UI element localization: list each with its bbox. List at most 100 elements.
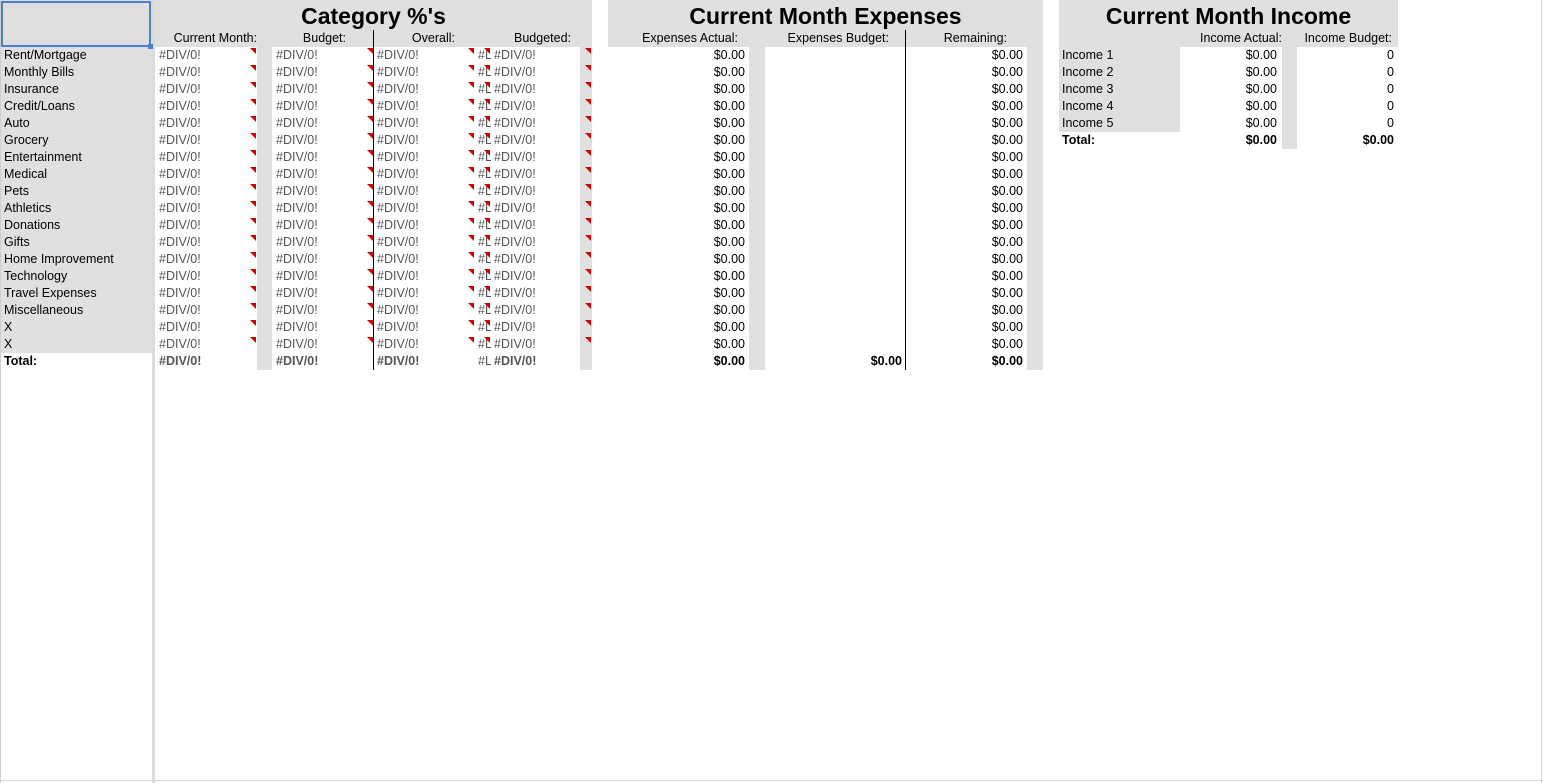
overall-pct[interactable]: #DIV/0! (377, 337, 419, 351)
budgeted-pct[interactable]: #DIV/0! (494, 201, 536, 215)
remaining[interactable]: $0.00 (991, 167, 1023, 181)
income-budget[interactable]: 0 (1387, 48, 1394, 62)
remaining[interactable]: $0.00 (991, 269, 1023, 283)
income-budget[interactable]: 0 (1387, 99, 1394, 113)
current-month-pct[interactable]: #DIV/0! (159, 320, 201, 334)
budget-pct[interactable]: #DIV/0! (276, 337, 318, 351)
total-current-month[interactable]: #DIV/0! (159, 354, 202, 368)
budget-pct[interactable]: #DIV/0! (276, 82, 318, 96)
budget-pct[interactable]: #DIV/0! (276, 99, 318, 113)
budget-pct[interactable]: #DIV/0! (276, 218, 318, 232)
remaining[interactable]: $0.00 (991, 184, 1023, 198)
remaining[interactable]: $0.00 (991, 201, 1023, 215)
expenses-actual[interactable]: $0.00 (713, 235, 745, 249)
income-actual[interactable]: $0.00 (1245, 99, 1277, 113)
overall-pct[interactable]: #DIV/0! (377, 184, 419, 198)
budgeted-pct[interactable]: #DIV/0! (494, 167, 536, 181)
overall-pct[interactable]: #DIV/0! (377, 65, 419, 79)
overall-pct[interactable]: #DIV/0! (377, 116, 419, 130)
current-month-pct[interactable]: #DIV/0! (159, 184, 201, 198)
current-month-pct[interactable]: #DIV/0! (159, 167, 201, 181)
expenses-actual[interactable]: $0.00 (713, 286, 745, 300)
expenses-actual[interactable]: $0.00 (713, 303, 745, 317)
total-remaining[interactable]: $0.00 (991, 354, 1023, 368)
expenses-actual[interactable]: $0.00 (713, 201, 745, 215)
remaining[interactable]: $0.00 (991, 320, 1023, 334)
budget-pct[interactable]: #DIV/0! (276, 286, 318, 300)
budgeted-pct[interactable]: #DIV/0! (494, 269, 536, 283)
remaining[interactable]: $0.00 (991, 133, 1023, 147)
budget-pct[interactable]: #DIV/0! (276, 184, 318, 198)
budget-pct[interactable]: #DIV/0! (276, 303, 318, 317)
budgeted-pct[interactable]: #DIV/0! (494, 48, 536, 62)
overall-pct[interactable]: #DIV/0! (377, 167, 419, 181)
total-budget[interactable]: #DIV/0! (276, 354, 319, 368)
expenses-actual[interactable]: $0.00 (713, 133, 745, 147)
current-month-pct[interactable]: #DIV/0! (159, 337, 201, 351)
expenses-actual[interactable]: $0.00 (713, 82, 745, 96)
remaining[interactable]: $0.00 (991, 48, 1023, 62)
remaining[interactable]: $0.00 (991, 252, 1023, 266)
income-actual[interactable]: $0.00 (1245, 116, 1277, 130)
budget-pct[interactable]: #DIV/0! (276, 320, 318, 334)
current-month-pct[interactable]: #DIV/0! (159, 82, 201, 96)
remaining[interactable]: $0.00 (991, 286, 1023, 300)
budgeted-pct[interactable]: #DIV/0! (494, 286, 536, 300)
remaining[interactable]: $0.00 (991, 337, 1023, 351)
fill-handle[interactable] (148, 44, 153, 49)
overall-pct[interactable]: #DIV/0! (377, 133, 419, 147)
expenses-actual[interactable]: $0.00 (713, 116, 745, 130)
expenses-actual[interactable]: $0.00 (713, 99, 745, 113)
budget-pct[interactable]: #DIV/0! (276, 48, 318, 62)
current-month-pct[interactable]: #DIV/0! (159, 150, 201, 164)
overall-pct[interactable]: #DIV/0! (377, 320, 419, 334)
budgeted-pct[interactable]: #DIV/0! (494, 65, 536, 79)
current-month-pct[interactable]: #DIV/0! (159, 133, 201, 147)
expenses-actual[interactable]: $0.00 (713, 184, 745, 198)
income-budget[interactable]: 0 (1387, 116, 1394, 130)
income-total-actual[interactable]: $0.00 (1245, 133, 1277, 147)
budgeted-pct[interactable]: #DIV/0! (494, 133, 536, 147)
overall-pct[interactable]: #DIV/0! (377, 269, 419, 283)
budget-pct[interactable]: #DIV/0! (276, 201, 318, 215)
budgeted-pct[interactable]: #DIV/0! (494, 303, 536, 317)
overall-pct[interactable]: #DIV/0! (377, 99, 419, 113)
total-budgeted[interactable]: #DIV/0! (494, 354, 537, 368)
remaining[interactable]: $0.00 (991, 235, 1023, 249)
income-actual[interactable]: $0.00 (1245, 82, 1277, 96)
budget-pct[interactable]: #DIV/0! (276, 65, 318, 79)
current-month-pct[interactable]: #DIV/0! (159, 99, 201, 113)
overall-pct[interactable]: #DIV/0! (377, 218, 419, 232)
current-month-pct[interactable]: #DIV/0! (159, 235, 201, 249)
budgeted-pct[interactable]: #DIV/0! (494, 150, 536, 164)
current-month-pct[interactable]: #DIV/0! (159, 269, 201, 283)
overall-pct[interactable]: #DIV/0! (377, 286, 419, 300)
expenses-actual[interactable]: $0.00 (713, 65, 745, 79)
budgeted-pct[interactable]: #DIV/0! (494, 252, 536, 266)
budgeted-pct[interactable]: #DIV/0! (494, 235, 536, 249)
expenses-actual[interactable]: $0.00 (713, 48, 745, 62)
budgeted-pct[interactable]: #DIV/0! (494, 184, 536, 198)
overall-pct[interactable]: #DIV/0! (377, 150, 419, 164)
budgeted-pct[interactable]: #DIV/0! (494, 218, 536, 232)
remaining[interactable]: $0.00 (991, 65, 1023, 79)
overall-pct[interactable]: #DIV/0! (377, 82, 419, 96)
expenses-actual[interactable]: $0.00 (713, 252, 745, 266)
income-budget[interactable]: 0 (1387, 82, 1394, 96)
overall-pct[interactable]: #DIV/0! (377, 303, 419, 317)
budgeted-pct[interactable]: #DIV/0! (494, 82, 536, 96)
budgeted-pct[interactable]: #DIV/0! (494, 320, 536, 334)
budget-pct[interactable]: #DIV/0! (276, 116, 318, 130)
current-month-pct[interactable]: #DIV/0! (159, 303, 201, 317)
remaining[interactable]: $0.00 (991, 150, 1023, 164)
remaining[interactable]: $0.00 (991, 218, 1023, 232)
remaining[interactable]: $0.00 (991, 116, 1023, 130)
overall-pct[interactable]: #DIV/0! (377, 48, 419, 62)
overall-pct[interactable]: #DIV/0! (377, 201, 419, 215)
income-actual[interactable]: $0.00 (1245, 65, 1277, 79)
overall-pct[interactable]: #DIV/0! (377, 252, 419, 266)
current-month-pct[interactable]: #DIV/0! (159, 252, 201, 266)
current-month-pct[interactable]: #DIV/0! (159, 116, 201, 130)
current-month-pct[interactable]: #DIV/0! (159, 218, 201, 232)
expenses-actual[interactable]: $0.00 (713, 218, 745, 232)
